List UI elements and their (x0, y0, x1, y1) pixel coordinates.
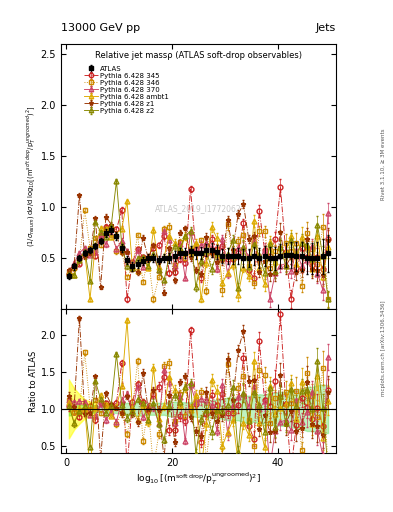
Text: Rivet 3.1.10, ≥ 3M events: Rivet 3.1.10, ≥ 3M events (381, 128, 386, 200)
Text: Relative jet massρ (ATLAS soft-drop observables): Relative jet massρ (ATLAS soft-drop obse… (95, 52, 302, 60)
Legend: ATLAS, Pythia 6.428 345, Pythia 6.428 346, Pythia 6.428 370, Pythia 6.428 ambt1,: ATLAS, Pythia 6.428 345, Pythia 6.428 34… (84, 66, 169, 114)
Y-axis label: $(1/\sigma_{resum})$ d$\sigma$/d log$_{10}$[(m$^{soft\,drop}$/p$_T^{ungroomed}$): $(1/\sigma_{resum})$ d$\sigma$/d log$_{1… (25, 106, 38, 247)
Text: 13000 GeV pp: 13000 GeV pp (61, 23, 140, 33)
X-axis label: $\log_{10}$[(m$^{\rm soft\,drop}$/p$_T^{\rm ungroomed}$)$^2$]: $\log_{10}$[(m$^{\rm soft\,drop}$/p$_T^{… (136, 471, 261, 487)
Y-axis label: Ratio to ATLAS: Ratio to ATLAS (29, 351, 38, 412)
Text: Jets: Jets (316, 23, 336, 33)
Text: ATLAS_2019_I1772062: ATLAS_2019_I1772062 (155, 204, 242, 213)
Text: mcplots.cern.ch [arXiv:1306.3436]: mcplots.cern.ch [arXiv:1306.3436] (381, 301, 386, 396)
